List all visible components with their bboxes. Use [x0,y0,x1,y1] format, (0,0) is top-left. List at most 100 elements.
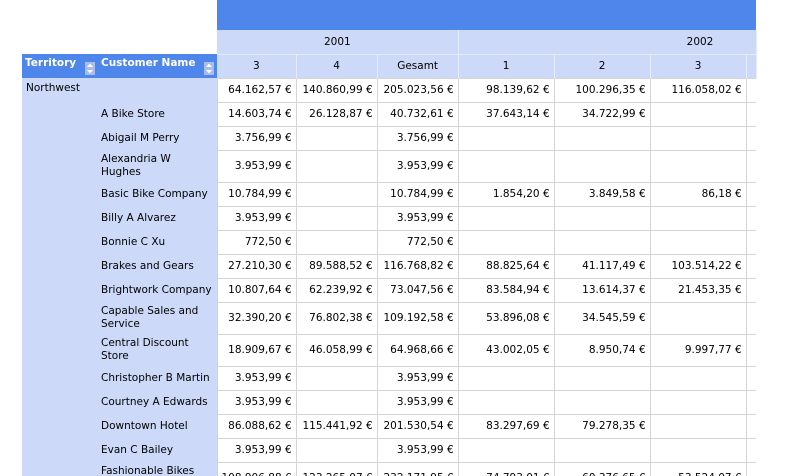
value-cell: 37.643,14 € [457,101,555,127]
edge-cell [745,437,757,463]
value-text: 40.732,61 € [390,108,454,120]
blank-cell [22,0,98,30]
value-cell: 103.514,22 € [649,253,747,279]
value-cell [457,205,555,231]
value-cell: 140.860,99 € [295,77,378,103]
value-text: 79.278,35 € [582,420,646,432]
territory-cell [22,302,98,334]
value-cell [457,125,555,151]
value-cell: 232.171,95 € [376,461,459,476]
value-cell: 64.968,66 € [376,333,459,367]
value-cell: 21.453,35 € [649,277,747,303]
customer-label: Christopher B Martin [101,371,210,384]
value-text: 26.128,87 € [309,108,373,120]
territory-cell [22,462,98,476]
blank-cell [22,30,98,54]
value-cell: 79.278,35 € [553,413,651,439]
territory-cell [22,334,98,366]
column-header: 4 [296,53,378,78]
value-text: 18.909,67 € [228,344,292,356]
value-cell: 53.524,07 € [649,461,747,476]
value-cell: 18.909,67 € [216,333,297,367]
edge-cell [745,149,757,183]
value-cell [295,389,378,415]
value-cell: 772,50 € [216,229,297,255]
value-text: 86,18 € [701,188,742,200]
value-cell: 34.722,99 € [553,101,651,127]
column-header: 3 [650,53,747,78]
customer-label: Courtney A Edwards [101,395,208,408]
value-text: 3.953,99 € [234,212,292,224]
edge-cell [745,253,757,279]
blank-cell [98,0,217,30]
value-text: 34.545,59 € [582,312,646,324]
value-text: 772,50 € [406,236,454,248]
value-text: 13.614,37 € [582,284,646,296]
column-header: Gesamt [377,53,459,78]
value-cell: 88.825,64 € [457,253,555,279]
sort-icon[interactable] [204,62,214,75]
value-text: 10.784,99 € [228,188,292,200]
value-text: 3.953,99 € [396,444,454,456]
value-cell [649,389,747,415]
row-header[interactable]: Customer Name [98,54,217,78]
value-cell: 3.953,99 € [216,205,297,231]
value-text: 60.376,65 € [582,472,645,476]
customer-label: Downtown Hotel [101,419,188,432]
value-cell: 53.896,08 € [457,301,555,335]
value-cell [457,389,555,415]
value-text: 62.239,92 € [309,284,373,296]
data-row: Brakes and Gears 27.210,30 € 89.588,52 € 11… [22,253,757,279]
value-text: 34.722,99 € [582,108,646,120]
customer-label: Capable Sales and Service [101,305,199,330]
territory-cell [22,366,98,390]
value-cell: 74.793,01 € [457,461,555,476]
value-text: 86.088,62 € [228,420,292,432]
value-cell [553,437,651,463]
value-cell: 73.047,56 € [376,277,459,303]
value-cell [457,365,555,391]
customer-label: A Bike Store [101,107,165,120]
edge-cell [745,205,757,231]
value-cell: 98.139,62 € [457,77,555,103]
value-cell [649,101,747,127]
value-cell: 83.584,94 € [457,277,555,303]
value-cell [553,389,651,415]
value-cell: 3.953,99 € [216,149,297,183]
value-cell [295,125,378,151]
year-header: 2002 [458,30,757,54]
value-cell: 83.297,69 € [457,413,555,439]
value-cell: 14.603,74 € [216,101,297,127]
value-cell [649,125,747,151]
value-cell: 3.953,99 € [376,437,459,463]
value-text: 3.953,99 € [234,396,292,408]
value-text: 46.058,99 € [309,344,373,356]
value-cell: 3.953,99 € [216,365,297,391]
data-row: Basic Bike Company 10.784,99 € 10.784,99 €… [22,181,757,207]
edge-cell [745,181,757,207]
sort-icon[interactable] [85,62,95,75]
value-text: 109.192,58 € [383,312,454,324]
value-cell: 9.997,77 € [649,333,747,367]
value-text: 3.953,99 € [396,396,454,408]
edge-cell [745,365,757,391]
data-row: Evan C Bailey 3.953,99 € 3.953,99 € [22,437,757,463]
value-cell: 205.023,56 € [376,77,459,103]
data-row: Courtney A Edwards 3.953,99 € 3.953,99 € [22,389,757,415]
value-cell: 8.950,74 € [553,333,651,367]
value-cell: 116.058,02 € [649,77,747,103]
value-cell: 109.192,58 € [376,301,459,335]
value-cell: 10.784,99 € [216,181,297,207]
column-header: 1 [458,53,555,78]
row-header[interactable]: Territory [22,54,98,78]
edge-cell [745,77,757,103]
value-cell: 34.545,59 € [553,301,651,335]
value-text: 3.756,99 € [234,132,292,144]
value-cell: 27.210,30 € [216,253,297,279]
value-cell: 89.588,52 € [295,253,378,279]
value-cell [649,229,747,255]
value-cell [553,365,651,391]
customer-label: Brightwork Company [101,283,212,296]
value-text: 64.162,57 € [228,84,292,96]
